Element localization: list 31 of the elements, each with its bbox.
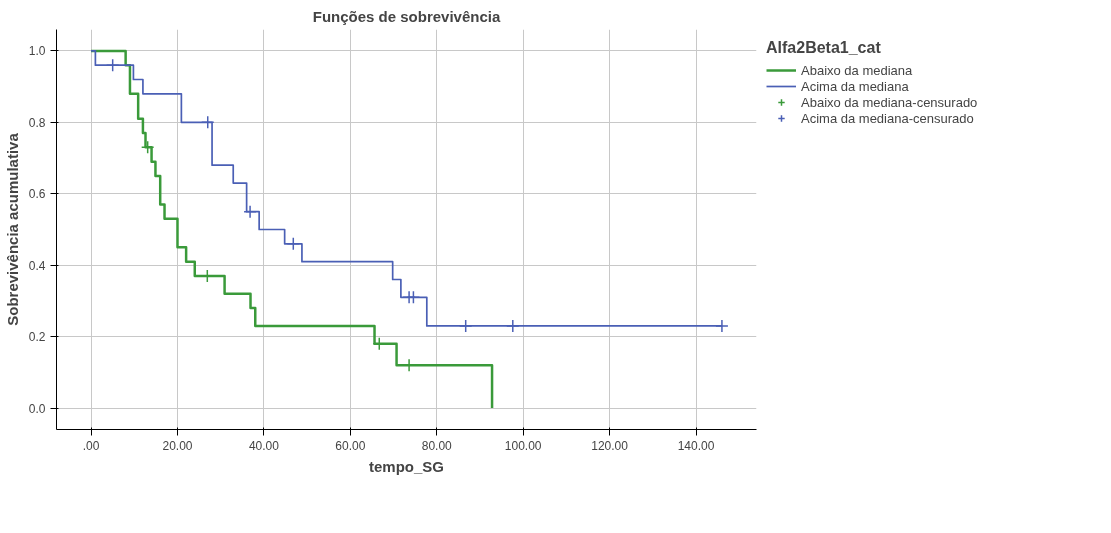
x-tick-label: 80.00 <box>421 438 453 453</box>
point <box>286 237 301 251</box>
point <box>105 58 120 72</box>
y-tick-label: 1.0 <box>28 44 46 59</box>
legend-label: Acima da mediana-censurado <box>801 110 974 126</box>
legend-label: Acima da mediana <box>801 78 909 94</box>
point <box>406 290 421 305</box>
point <box>715 319 729 333</box>
y-tick-label: 0.4 <box>28 258 46 273</box>
x-tick-label: 60.00 <box>335 438 366 453</box>
point <box>200 115 215 130</box>
point <box>458 319 473 333</box>
point <box>506 319 520 333</box>
y-tick-label: 0.8 <box>28 115 46 130</box>
y-axis-title: Sobrevivência acumulativa <box>3 132 21 326</box>
y-tick-label: 0.0 <box>28 401 46 416</box>
legend-title: Alfa2Beta1_cat <box>766 39 882 57</box>
chart-title: Funções de sobrevivência <box>312 7 501 25</box>
point <box>140 140 155 155</box>
x-tick-label: 140.00 <box>677 438 715 453</box>
y-tick-label: 0.2 <box>28 330 46 345</box>
x-tick-label: .00 <box>82 438 100 453</box>
x-tick-label: 100.00 <box>504 438 542 453</box>
point <box>243 204 257 219</box>
x-tick-label: 120.00 <box>591 438 629 453</box>
x-tick-label: 40.00 <box>248 438 280 453</box>
x-tick-label: 20.00 <box>162 438 193 453</box>
x-axis-title: tempo_SG <box>368 457 445 475</box>
legend-label: Abaixo da mediana <box>801 62 913 78</box>
legend-label: Abaixo da mediana-censurado <box>801 94 978 110</box>
y-tick-label: 0.6 <box>28 187 46 202</box>
